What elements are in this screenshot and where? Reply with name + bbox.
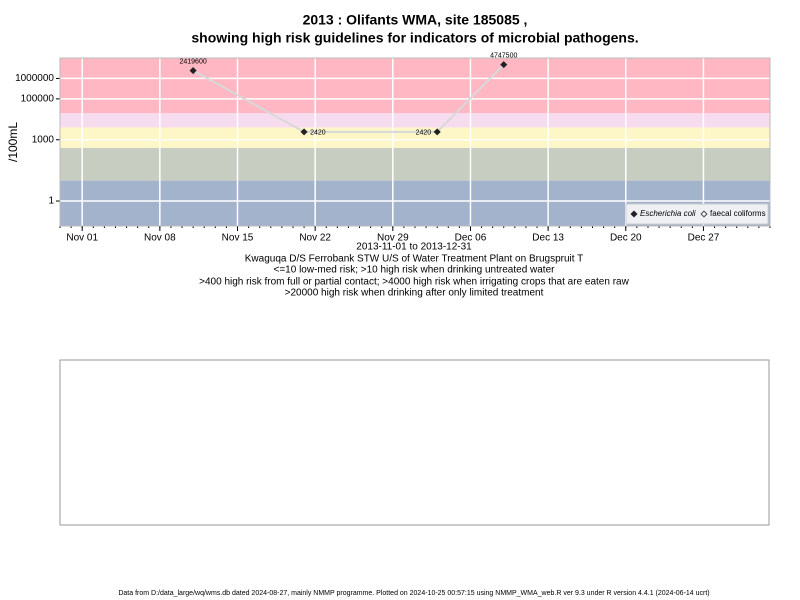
y-tick-label: 100000 [21, 94, 55, 105]
y-tick-label: 1000 [32, 134, 55, 145]
x-tick-label: Dec 20 [610, 233, 642, 244]
risk-band [60, 113, 770, 128]
data-point [500, 61, 508, 69]
data-point [433, 128, 441, 136]
legend-marker [630, 210, 638, 218]
legend-label: faecal coliforms [710, 209, 766, 218]
plot-frame [59, 57, 771, 227]
y-tick-label: 1 [48, 196, 54, 207]
legend-box [625, 203, 769, 225]
data-label: 4747500 [490, 52, 517, 59]
chart-title: 2013 : Olifants WMA, site 185085 , [303, 12, 528, 28]
x-axis-label: 2013-11-01 to 2013-12-31 [356, 242, 472, 253]
x-tick-label: Dec 27 [688, 233, 720, 244]
data-label: 2419600 [179, 58, 206, 65]
note: Kwaguqa D/S Ferrobank STW U/S of Water T… [245, 254, 583, 265]
x-tick-label: Dec 06 [455, 233, 487, 244]
empty-panel [59, 359, 770, 526]
data-label: 2420 [416, 130, 432, 137]
legend-label: Escherichia coli [640, 209, 696, 218]
data-point [300, 128, 308, 136]
note: <=10 low-med risk; >10 high risk when dr… [274, 265, 556, 276]
x-tick-label: Nov 15 [222, 233, 254, 244]
chart-title: showing high risk guidelines for indicat… [191, 30, 638, 46]
data-label: 2420 [310, 130, 326, 137]
risk-band [60, 147, 770, 181]
x-tick-label: Nov 29 [377, 233, 409, 244]
note: >400 high risk from full or partial cont… [199, 277, 629, 288]
legend-marker [700, 210, 708, 218]
x-tick-label: Nov 01 [66, 233, 98, 244]
footer: Data from D:/data_large/wq/wms.db dated … [118, 590, 709, 597]
x-tick-label: Nov 08 [144, 233, 176, 244]
series-line [192, 63, 505, 133]
y-axis-label: /100mL [6, 122, 20, 162]
note: >20000 high risk when drinking after onl… [285, 288, 544, 299]
risk-band [60, 58, 770, 114]
data-point [189, 67, 197, 75]
x-tick-label: Dec 13 [532, 233, 564, 244]
y-tick-label: 1000000 [15, 73, 54, 84]
x-tick-label: Nov 22 [299, 233, 331, 244]
